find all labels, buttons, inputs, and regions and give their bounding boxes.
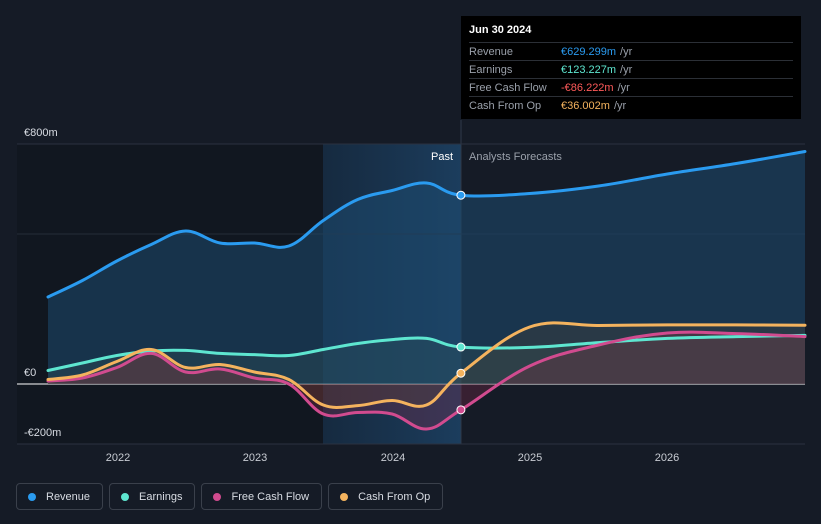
- tooltip-value: €123.227m: [561, 63, 617, 76]
- axis-labels: €800m €0 -€200m Past Analysts Forecasts …: [24, 127, 679, 464]
- legend-label: Revenue: [46, 490, 91, 503]
- tooltip-row-free-cash-flow: Free Cash Flow -€86.222m /yr: [469, 78, 793, 96]
- free-cash-flow-marker: [456, 405, 466, 415]
- cash-from-op-area: [48, 322, 805, 408]
- tooltip-row-cash-from-op: Cash From Op €36.002m /yr: [469, 96, 793, 114]
- cash-from-op-marker: [456, 368, 466, 378]
- tooltip-label: Revenue: [469, 45, 514, 58]
- legend-dot-icon: [340, 492, 349, 501]
- tooltip-unit: /yr: [620, 63, 633, 76]
- tooltip-unit: /yr: [617, 81, 630, 94]
- x-tick-label-2022: 2022: [106, 452, 130, 464]
- x-tick-label-2024: 2024: [381, 452, 405, 464]
- legend-label: Free Cash Flow: [231, 490, 310, 503]
- legend: Revenue Earnings Free Cash Flow Cash Fro…: [16, 483, 444, 510]
- series-lines: [46, 150, 807, 431]
- revenue-line: [46, 150, 807, 299]
- free-cash-flow-area: [48, 332, 805, 430]
- x-tick-label-2025: 2025: [518, 452, 542, 464]
- tooltip-label: Free Cash Flow: [469, 81, 547, 94]
- series-markers: [456, 190, 466, 415]
- tooltip-row-earnings: Earnings €123.227m /yr: [469, 60, 793, 78]
- legend-label: Cash From Op: [358, 490, 431, 503]
- legend-dot-icon: [213, 492, 222, 501]
- past-label: Past: [431, 151, 453, 163]
- y-tick-label-0: €0: [24, 367, 36, 379]
- y-tick-label-neg200: -€200m: [24, 427, 61, 439]
- revenue-marker: [456, 190, 466, 200]
- free-cash-flow-line: [46, 330, 807, 431]
- tooltip-value: €629.299m: [561, 45, 617, 58]
- legend-label: Earnings: [139, 490, 183, 503]
- legend-item-revenue[interactable]: Revenue: [16, 483, 104, 510]
- tooltip-value: €36.002m: [561, 99, 610, 112]
- tooltip-row-revenue: Revenue €629.299m /yr: [469, 42, 793, 60]
- forecast-label: Analysts Forecasts: [469, 151, 562, 163]
- legend-item-cash-from-op[interactable]: Cash From Op: [328, 483, 444, 510]
- tooltip-label: Earnings: [469, 63, 513, 76]
- tooltip-date: Jun 30 2024: [469, 24, 532, 36]
- legend-item-earnings[interactable]: Earnings: [109, 483, 196, 510]
- x-tick-label-2026: 2026: [655, 452, 679, 464]
- legend-dot-icon: [28, 492, 36, 501]
- x-tick-label-2023: 2023: [243, 452, 267, 464]
- cash-from-op-line: [46, 321, 807, 409]
- y-tick-label-800: €800m: [24, 127, 58, 139]
- earnings-marker: [456, 342, 466, 352]
- tooltip-unit: /yr: [620, 45, 633, 58]
- tooltip-label: Cash From Op: [469, 99, 542, 112]
- legend-item-free-cash-flow[interactable]: Free Cash Flow: [201, 483, 323, 510]
- legend-dot-icon: [121, 492, 130, 501]
- tooltip-unit: /yr: [613, 99, 627, 112]
- tooltip: Jun 30 2024 Revenue €629.299m /yr Earnin…: [461, 16, 801, 119]
- tooltip-value: -€86.222m: [561, 81, 614, 94]
